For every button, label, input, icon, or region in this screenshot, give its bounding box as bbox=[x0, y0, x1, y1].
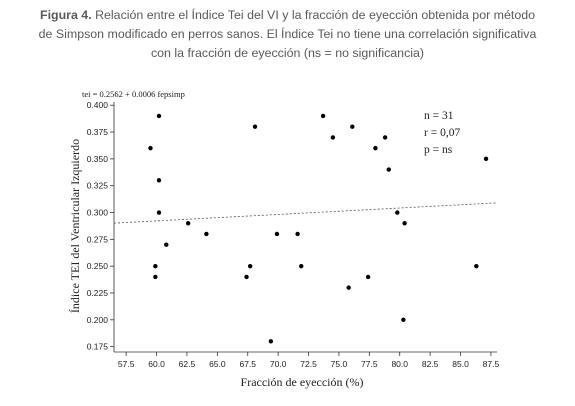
regression-line bbox=[113, 202, 498, 224]
data-point bbox=[295, 231, 300, 237]
x-tick-label: 87.5 bbox=[483, 359, 500, 369]
x-tick-label: 75.0 bbox=[331, 359, 348, 369]
caption-line-2: de Simpson modificado en perros sanos. E… bbox=[38, 27, 537, 41]
y-tick-label: 0.375 bbox=[87, 127, 109, 137]
y-tick-label: 0.300 bbox=[87, 208, 109, 218]
y-tick-label: 0.200 bbox=[87, 315, 109, 325]
x-tick-label: 77.5 bbox=[361, 359, 378, 369]
figure-label: Figura 4. bbox=[40, 8, 92, 22]
data-point bbox=[156, 113, 162, 119]
data-point bbox=[156, 178, 162, 183]
x-tick-label: 67.5 bbox=[239, 359, 256, 369]
y-axis-label: Índice TEI del Ventricular Izquierdo bbox=[68, 139, 82, 313]
data-point bbox=[153, 263, 158, 269]
y-tick-label: 0.225 bbox=[87, 288, 109, 298]
y-tick-label: 0.275 bbox=[87, 234, 109, 244]
stats-line: n = 31 bbox=[424, 110, 454, 122]
data-point bbox=[386, 167, 391, 172]
data-point bbox=[204, 231, 209, 237]
data-point bbox=[247, 263, 253, 269]
data-point bbox=[483, 156, 489, 162]
data-point bbox=[268, 339, 274, 344]
data-point bbox=[395, 210, 400, 215]
y-axis-ticks: 0.175 0.200 0.225 0.250 0.275 0.300 0.325 0.350… bbox=[87, 100, 114, 352]
y-tick-label: 0.350 bbox=[87, 154, 109, 164]
plot-area bbox=[113, 102, 497, 353]
stats-line: r = 0,07 bbox=[424, 127, 460, 139]
y-tick-label: 0.175 bbox=[87, 342, 109, 352]
data-point bbox=[299, 263, 304, 269]
y-tick-label: 0.400 bbox=[87, 100, 109, 110]
data-point bbox=[156, 210, 162, 215]
stats-annotation: n = 31 r = 0,07 p = ns bbox=[424, 110, 460, 156]
caption-line-3: con la fracción de eyección (ns = no sig… bbox=[150, 46, 425, 60]
data-point bbox=[402, 221, 407, 226]
data-point bbox=[320, 113, 326, 119]
x-tick-label: 85.0 bbox=[452, 359, 469, 369]
data-point bbox=[148, 145, 153, 151]
x-axis-ticks: 57.5 60.0 62.5 65.0 67.5 70.0 72.5 75.0 77.5 80.0… bbox=[118, 352, 500, 369]
data-point bbox=[164, 242, 169, 247]
data-points bbox=[148, 113, 489, 344]
data-point bbox=[185, 221, 191, 226]
data-point bbox=[365, 274, 371, 280]
y-tick-label: 0.325 bbox=[87, 181, 109, 191]
data-point bbox=[346, 285, 351, 290]
data-point bbox=[274, 231, 280, 237]
x-tick-label: 70.0 bbox=[270, 359, 287, 369]
caption-text-1: Relación entre el Índice Tei del VI y la… bbox=[91, 8, 535, 22]
data-point bbox=[373, 145, 378, 151]
data-point bbox=[153, 274, 158, 280]
x-tick-label: 57.5 bbox=[118, 359, 135, 369]
data-point bbox=[330, 135, 336, 140]
x-tick-label: 72.5 bbox=[300, 359, 317, 369]
data-point bbox=[401, 317, 406, 323]
x-tick-label: 80.0 bbox=[391, 359, 408, 369]
y-tick-label: 0.250 bbox=[87, 261, 109, 271]
x-axis-label: Fracción de eyección (%) bbox=[241, 375, 364, 389]
data-point bbox=[252, 124, 258, 129]
stats-line: p = ns bbox=[424, 144, 453, 156]
regression-layer bbox=[113, 202, 498, 224]
data-point bbox=[382, 135, 388, 140]
x-tick-label: 60.0 bbox=[148, 359, 165, 369]
x-tick-label: 65.0 bbox=[209, 359, 226, 369]
x-tick-label: 82.5 bbox=[422, 359, 439, 369]
data-point bbox=[474, 263, 479, 269]
data-point bbox=[350, 124, 355, 129]
x-tick-label: 62.5 bbox=[179, 359, 196, 369]
caption-line-1: Figura 4. Relación entre el Índice Tei d… bbox=[0, 6, 575, 25]
figure-caption: Figura 4. Relación entre el Índice Tei d… bbox=[0, 6, 575, 63]
regression-equation: tei = 0.2562 + 0.0006 fepsimp bbox=[82, 89, 185, 99]
data-point bbox=[244, 274, 249, 280]
